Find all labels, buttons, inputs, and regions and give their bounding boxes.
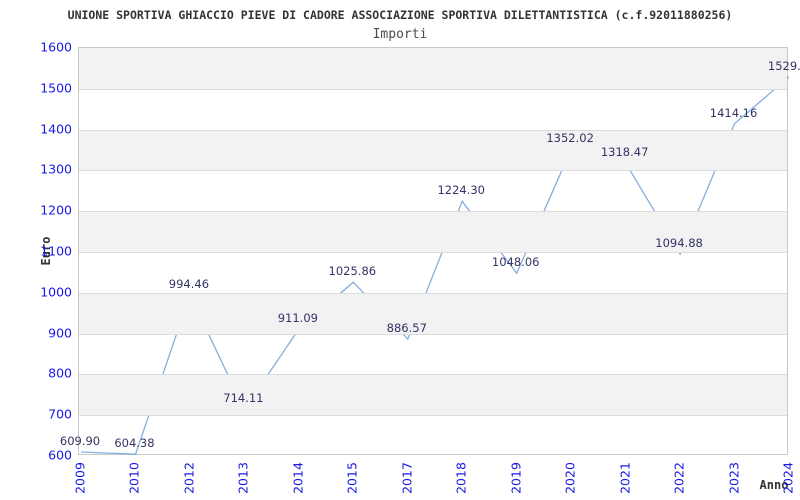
data-label: 886.57 (386, 321, 427, 336)
y-tick-label: 1000 (40, 284, 72, 300)
data-label: 1529.3 (767, 58, 800, 73)
x-tick-label: 2013 (235, 462, 251, 494)
y-tick-label: 1600 (40, 39, 72, 55)
x-tick-label: 2018 (453, 462, 469, 494)
data-label: 714.11 (223, 391, 264, 406)
plot-area (78, 47, 790, 455)
y-tick-label: 600 (48, 447, 72, 463)
x-tick-label: 2015 (344, 462, 360, 494)
grid-band (79, 211, 787, 252)
grid-band (79, 292, 787, 334)
gridline (79, 415, 787, 416)
data-label: 1048.06 (491, 255, 540, 270)
data-label: 1352.02 (546, 131, 594, 146)
x-axis-title: Anno (759, 478, 789, 492)
y-tick-label: 800 (48, 365, 72, 381)
data-label: 604.38 (114, 436, 155, 451)
data-label: 1025.86 (328, 264, 377, 279)
x-tick-label: 2017 (399, 462, 415, 494)
x-tick-label: 2023 (726, 462, 742, 494)
chart-title: UNIONE SPORTIVA GHIACCIO PIEVE DI CADORE… (67, 8, 733, 22)
gridline (79, 89, 787, 90)
data-label: 994.46 (168, 277, 210, 292)
x-tick-label: 2012 (181, 462, 197, 494)
gridline (79, 211, 787, 212)
data-label: 911.09 (277, 311, 318, 326)
y-tick-label: 700 (48, 406, 72, 422)
x-tick-label: 2009 (72, 462, 88, 494)
gridline (79, 334, 787, 335)
grid-band (79, 374, 787, 416)
x-tick-label: 2019 (508, 462, 524, 494)
chart-subtitle: Importi (372, 27, 428, 42)
gridline (79, 374, 787, 375)
grid-band (79, 129, 787, 171)
x-tick-label: 2010 (126, 462, 142, 494)
gridline (79, 170, 787, 171)
x-tick-label: 2024 (780, 462, 796, 494)
grid-band (79, 48, 787, 89)
y-tick-label: 1400 (40, 121, 72, 137)
gridline (79, 130, 787, 131)
x-tick-label: 2020 (562, 462, 578, 494)
data-label: 609.90 (59, 433, 101, 448)
data-label: 1224.30 (437, 183, 485, 198)
data-label: 1094.88 (655, 236, 703, 251)
y-tick-label: 1100 (40, 243, 72, 259)
x-tick-label: 2014 (290, 462, 306, 494)
y-tick-label: 1300 (40, 161, 72, 177)
gridline (79, 293, 787, 294)
data-label: 1318.47 (600, 144, 649, 159)
gridline (79, 252, 787, 253)
x-tick-label: 2021 (617, 462, 633, 494)
x-tick-label: 2022 (671, 462, 687, 494)
y-tick-label: 900 (48, 325, 72, 341)
y-tick-label: 1500 (40, 80, 72, 96)
y-tick-label: 1200 (40, 202, 72, 218)
data-label: 1414.16 (709, 105, 758, 120)
